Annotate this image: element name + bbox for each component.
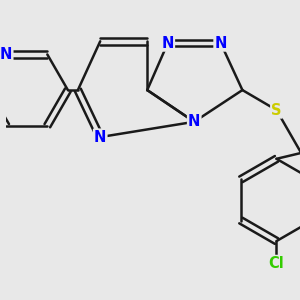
Text: S: S [271, 103, 282, 118]
Text: N: N [94, 130, 106, 145]
Text: N: N [162, 36, 174, 51]
Text: Cl: Cl [268, 256, 284, 271]
Text: N: N [0, 47, 12, 62]
Text: N: N [214, 36, 227, 51]
Text: N: N [188, 114, 200, 129]
